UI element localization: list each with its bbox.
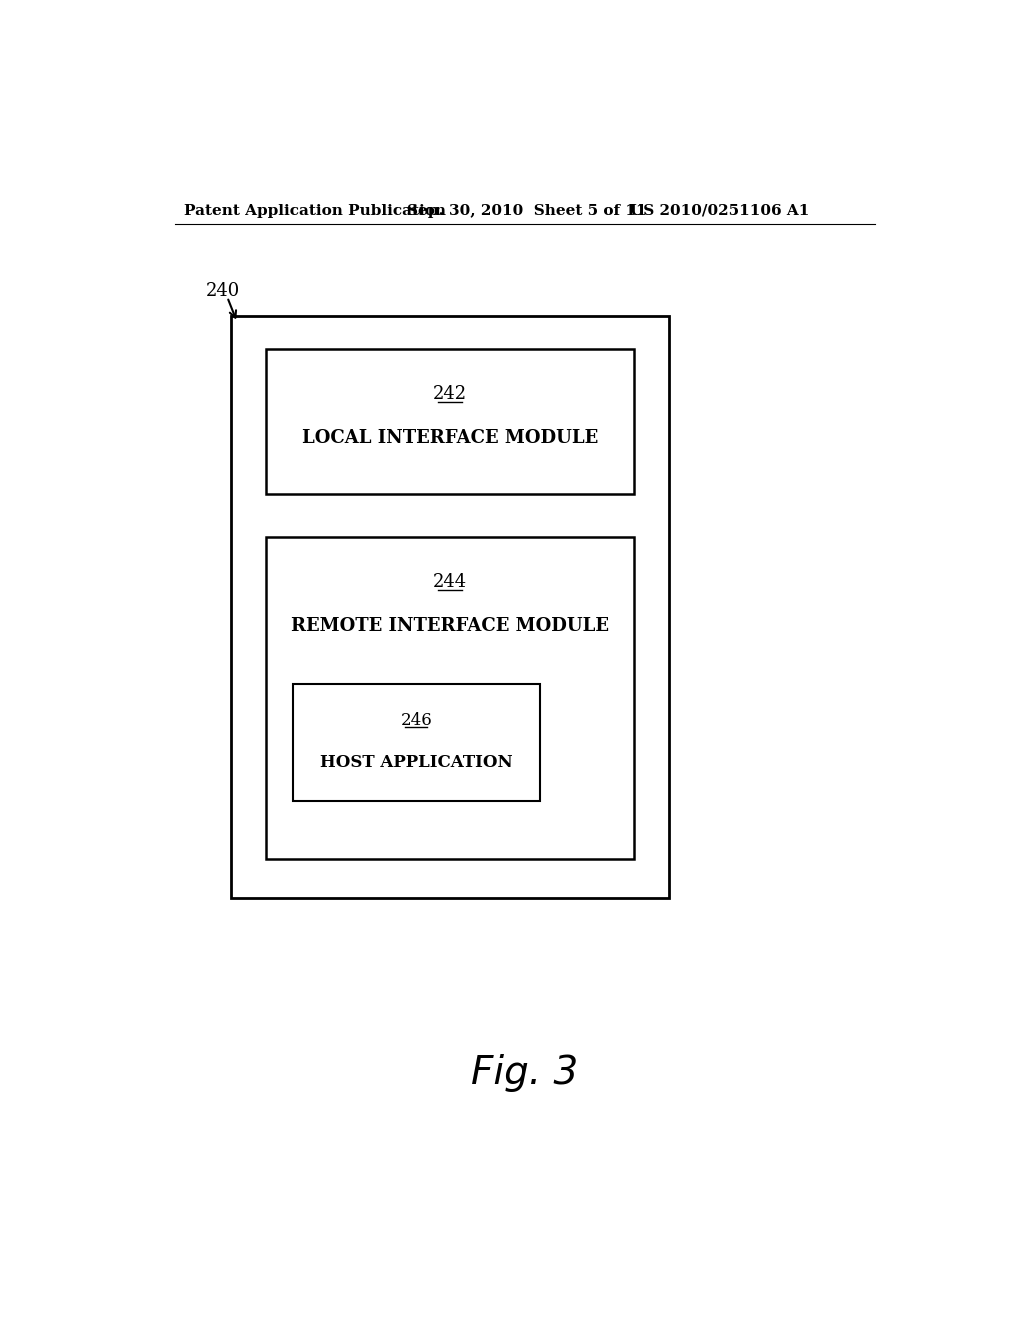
- Text: 242: 242: [433, 385, 467, 403]
- Text: REMOTE INTERFACE MODULE: REMOTE INTERFACE MODULE: [291, 616, 609, 635]
- Bar: [266, 537, 634, 859]
- Text: Patent Application Publication: Patent Application Publication: [183, 203, 445, 218]
- Text: 240: 240: [206, 282, 240, 300]
- Bar: [231, 317, 669, 898]
- Bar: [266, 350, 634, 494]
- Text: Sep. 30, 2010  Sheet 5 of 11: Sep. 30, 2010 Sheet 5 of 11: [407, 203, 646, 218]
- Text: 246: 246: [400, 711, 432, 729]
- Text: HOST APPLICATION: HOST APPLICATION: [319, 754, 513, 771]
- Bar: [293, 684, 540, 800]
- Text: Fig. 3: Fig. 3: [471, 1055, 579, 1092]
- Text: US 2010/0251106 A1: US 2010/0251106 A1: [630, 203, 810, 218]
- Text: 244: 244: [433, 573, 467, 591]
- Text: LOCAL INTERFACE MODULE: LOCAL INTERFACE MODULE: [302, 429, 598, 447]
